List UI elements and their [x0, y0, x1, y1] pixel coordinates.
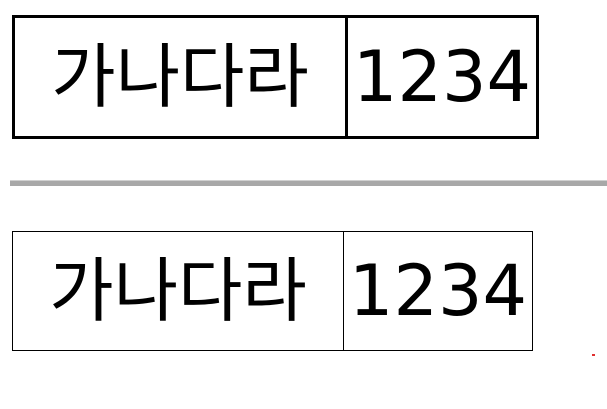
table-cell-korean: 가나다라 [12, 15, 348, 139]
table-cell-number: 1234 [343, 231, 533, 351]
table-row: 가나다라 1234 [12, 15, 539, 139]
table-thick-border: 가나다라 1234 [12, 15, 539, 139]
horizontal-rule [10, 180, 607, 186]
table-row: 가나다라 1234 [12, 231, 533, 351]
red-mark [592, 354, 595, 356]
table-cell-korean: 가나다라 [12, 231, 344, 351]
table-cell-number: 1234 [345, 15, 539, 139]
table-thin-border: 가나다라 1234 [12, 231, 533, 351]
